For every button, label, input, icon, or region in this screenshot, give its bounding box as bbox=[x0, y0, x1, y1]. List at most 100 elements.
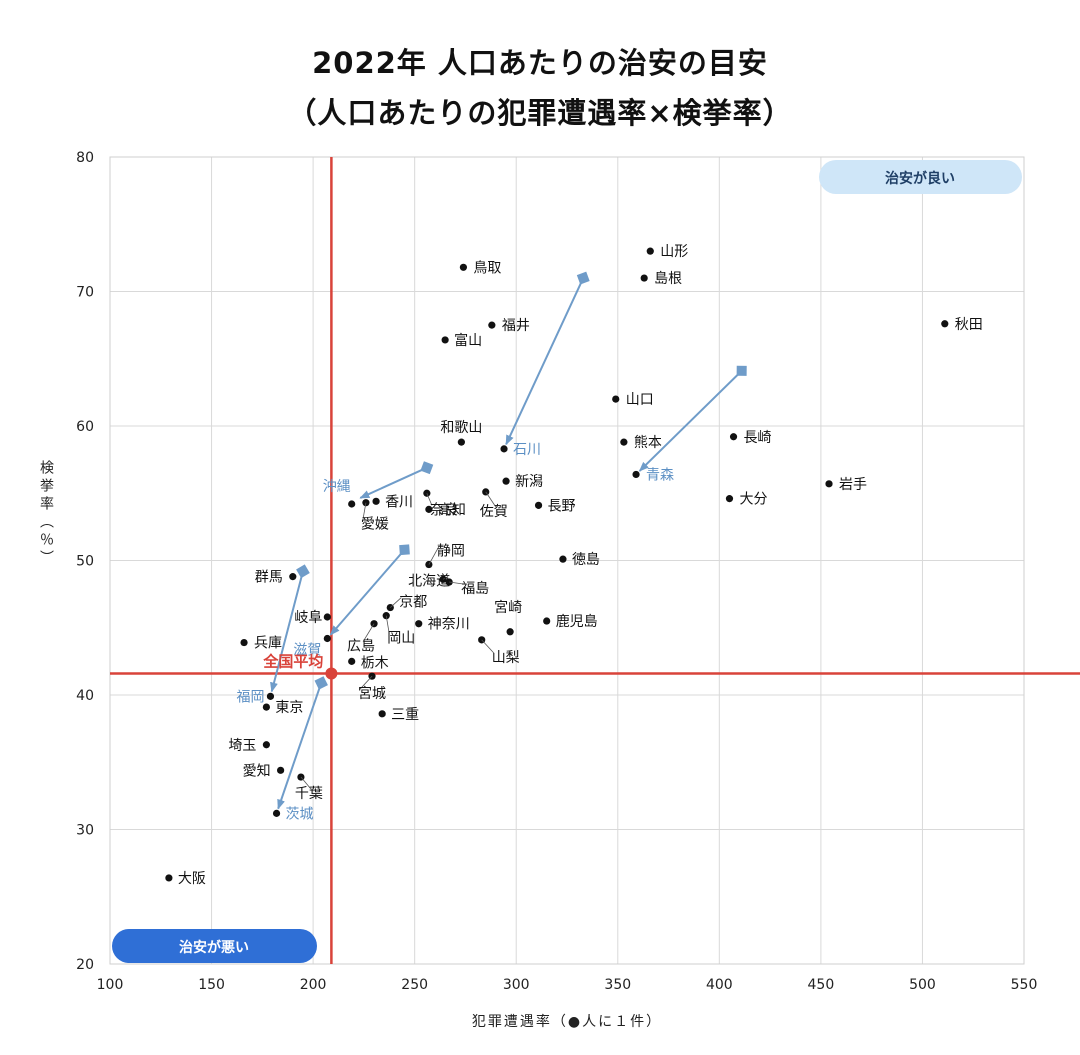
x-tick-label: 250 bbox=[401, 977, 428, 993]
point-label: 和歌山 bbox=[440, 420, 482, 436]
point-label: 三重 bbox=[391, 707, 419, 723]
average-marker bbox=[325, 667, 338, 680]
data-point bbox=[165, 874, 173, 882]
label-leader-line bbox=[359, 675, 373, 690]
x-tick-label: 500 bbox=[909, 977, 936, 993]
data-point bbox=[378, 710, 386, 718]
x-tick-label: 450 bbox=[808, 977, 835, 993]
grid bbox=[109, 156, 1025, 965]
point-label: 愛媛 bbox=[361, 517, 389, 533]
data-point bbox=[289, 573, 297, 581]
label-leader-line bbox=[300, 776, 312, 790]
data-point bbox=[262, 741, 270, 749]
movement-arrow bbox=[270, 571, 304, 693]
data-point bbox=[348, 657, 356, 665]
data-point bbox=[272, 809, 281, 817]
x-tick-label: 200 bbox=[300, 977, 327, 993]
point-label: 宮崎 bbox=[494, 600, 522, 616]
point-label: 東京 bbox=[275, 700, 303, 716]
label-leader-line bbox=[390, 597, 402, 608]
label-leader-line bbox=[485, 491, 497, 508]
point-labels: 山形島根 鳥取秋田 福井富山山口長崎 和歌山熊本 石川青森岩手 新潟大分 沖縄香川 奈良高知佐… bbox=[178, 244, 983, 887]
bad-quadrant-label: 治安が悪い bbox=[179, 939, 249, 956]
y-tick-label: 50 bbox=[76, 554, 94, 570]
data-point bbox=[559, 555, 567, 563]
point-label: 茨城 bbox=[286, 806, 314, 822]
data-point bbox=[534, 501, 543, 509]
point-label: 福島 bbox=[461, 581, 489, 597]
data-points bbox=[165, 247, 949, 882]
movement-start-marker bbox=[576, 271, 590, 285]
label-leader-line bbox=[385, 615, 390, 634]
data-point bbox=[266, 692, 275, 700]
label-leader-line bbox=[362, 623, 375, 642]
point-label: 秋田 bbox=[955, 317, 983, 333]
x-axis-title: 犯罪遭遇率（●人に１件） bbox=[472, 1013, 662, 1030]
x-tick-label: 300 bbox=[503, 977, 530, 993]
y-tick-label: 80 bbox=[76, 150, 94, 166]
chart-title-block: 2022年 人口あたりの治安の目安 （人口あたりの犯罪遭遇率×検挙率） bbox=[0, 38, 1080, 138]
point-label: 埼玉 bbox=[228, 738, 256, 754]
point-label: 高知 bbox=[438, 501, 466, 518]
data-point bbox=[725, 495, 734, 503]
y-tick-label: 40 bbox=[76, 688, 94, 704]
point-label: 徳島 bbox=[572, 552, 600, 568]
y-tick-label: 20 bbox=[76, 957, 94, 973]
label-leader-line bbox=[449, 581, 464, 585]
data-point bbox=[240, 638, 248, 647]
y-tick-label: 30 bbox=[76, 823, 94, 839]
point-label: 京都 bbox=[399, 595, 427, 611]
data-point bbox=[441, 336, 449, 344]
data-point bbox=[372, 497, 380, 505]
y-tick-label: 60 bbox=[76, 419, 94, 435]
good-pill-background bbox=[819, 160, 1022, 194]
point-label: 福岡 bbox=[236, 689, 264, 705]
bad-pill-background bbox=[112, 929, 317, 963]
average-label: 全国平均 bbox=[262, 652, 323, 670]
point-label: 長崎 bbox=[744, 430, 772, 446]
point-label: 北海道 bbox=[408, 573, 450, 589]
data-point bbox=[262, 703, 270, 711]
data-point bbox=[502, 477, 510, 485]
data-point bbox=[640, 274, 648, 282]
point-label: 千葉 bbox=[295, 786, 323, 802]
data-point bbox=[457, 438, 465, 446]
label-leader-line bbox=[426, 493, 433, 506]
point-label: 山口 bbox=[626, 392, 654, 408]
x-tick-label: 350 bbox=[604, 977, 631, 993]
y-tick-label: 70 bbox=[76, 285, 94, 301]
point-label: 鳥取 bbox=[473, 260, 501, 276]
point-label: 大分 bbox=[739, 492, 767, 508]
y-axis-title: 検挙率（％） bbox=[38, 460, 54, 568]
data-point bbox=[323, 613, 331, 621]
average-lines bbox=[110, 157, 1080, 964]
point-label: 岩手 bbox=[839, 477, 867, 493]
point-label: 山梨 bbox=[492, 650, 520, 666]
data-point bbox=[941, 320, 949, 328]
data-point bbox=[459, 263, 468, 271]
movement-arrow bbox=[277, 682, 323, 810]
chart-title-line1: 2022年 人口あたりの治安の目安 bbox=[312, 46, 768, 80]
x-tick-label: 100 bbox=[97, 977, 124, 993]
plot-frame bbox=[109, 156, 1025, 965]
data-point bbox=[646, 247, 654, 255]
point-label: 岐阜 bbox=[294, 609, 322, 626]
point-label: 岡山 bbox=[387, 631, 415, 647]
movement-start-marker bbox=[314, 676, 328, 690]
point-label: 鹿児島 bbox=[556, 613, 598, 630]
data-point bbox=[425, 560, 433, 569]
point-label: 神奈川 bbox=[428, 617, 470, 633]
movement-arrow bbox=[638, 370, 743, 472]
point-label: 広島 bbox=[347, 639, 375, 655]
data-point bbox=[488, 321, 496, 329]
data-point bbox=[323, 634, 331, 643]
movement-start-marker bbox=[420, 461, 434, 475]
label-leader-line bbox=[362, 502, 367, 520]
data-point bbox=[506, 628, 514, 636]
point-label: 栃木 bbox=[361, 655, 389, 671]
x-tick-label: 400 bbox=[706, 977, 733, 993]
data-point bbox=[632, 470, 640, 479]
label-leader-line bbox=[481, 639, 494, 654]
point-label: 香川 bbox=[385, 494, 413, 510]
data-point bbox=[500, 445, 508, 453]
